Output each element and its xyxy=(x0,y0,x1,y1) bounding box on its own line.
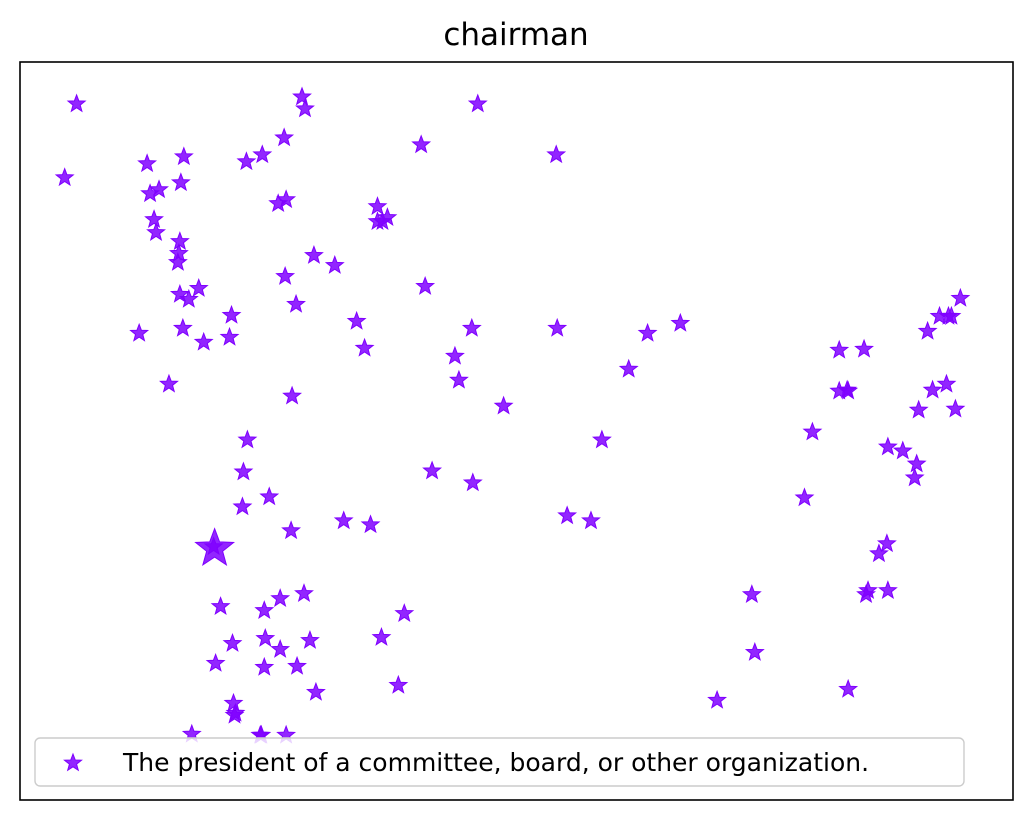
plot-area xyxy=(20,62,1013,800)
legend-label: The president of a committee, board, or … xyxy=(122,748,869,777)
legend: The president of a committee, board, or … xyxy=(35,738,964,786)
chart-title: chairman xyxy=(443,17,588,53)
